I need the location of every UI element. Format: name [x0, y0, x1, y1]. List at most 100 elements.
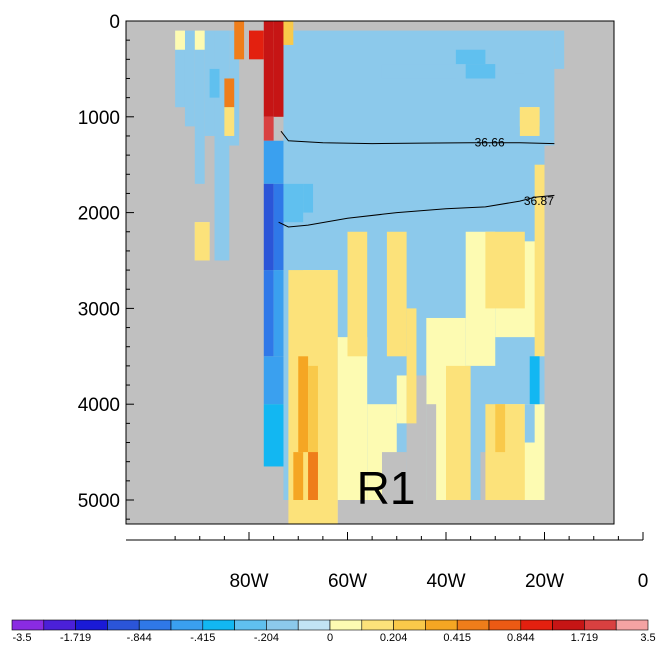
heatmap-cell	[308, 452, 318, 500]
heatmap-cell	[406, 308, 417, 424]
x-tick-label: 80W	[229, 571, 268, 592]
heatmap-cell	[534, 164, 545, 357]
plot-frame	[125, 20, 615, 525]
colorbar-swatch	[43, 619, 76, 631]
contour-line	[280, 130, 555, 145]
colorbar-swatch	[75, 619, 108, 631]
ocean-column	[554, 30, 565, 69]
ocean-column	[544, 30, 555, 146]
heatmap-cell	[263, 140, 284, 184]
heatmap-cell	[273, 21, 284, 117]
heatmap-cell	[293, 452, 304, 500]
heatmap-cell	[514, 59, 525, 74]
heatmap-cell	[308, 365, 318, 500]
plot-area: 36.66 36.87 R1	[126, 21, 614, 524]
heatmap-cell	[465, 64, 496, 79]
colorbar-swatch	[615, 619, 649, 631]
heatmap-cell	[446, 365, 471, 500]
colorbar-swatch	[456, 619, 490, 631]
heatmap-cell	[263, 21, 274, 117]
region-label: R1	[357, 462, 416, 514]
heatmap-cell	[386, 231, 407, 357]
x-tick-label: 40W	[426, 571, 465, 592]
contour-label: 36.87	[524, 194, 554, 208]
y-tick-label: 3000	[78, 299, 120, 320]
colorbar-swatch	[584, 619, 617, 631]
colorbar-label: 1.719	[571, 632, 599, 644]
colorbar-label: 0.844	[507, 632, 535, 644]
colorbar-swatch	[170, 619, 204, 631]
colorbar-swatch	[107, 619, 140, 631]
colorbar-label: -3.5	[13, 632, 32, 644]
colorbar-label: 0.415	[443, 632, 471, 644]
heatmap-cell	[263, 270, 274, 357]
heatmap-cell	[298, 356, 309, 453]
colorbar-swatch	[234, 619, 267, 631]
positive-anomaly-block	[337, 337, 368, 500]
heatmap-cell	[263, 116, 274, 141]
heatmap-cell	[495, 404, 506, 453]
heatmap-cell	[283, 183, 304, 223]
sea-floor	[564, 68, 584, 524]
heatmap-cell	[519, 107, 540, 136]
contour-line	[278, 194, 555, 228]
x-axis: 80W 60W 40W 20W 0	[126, 532, 648, 592]
y-tick-label: 1000	[78, 108, 120, 129]
heatmap-cell	[194, 222, 210, 261]
colorbar-swatch	[329, 619, 363, 631]
positive-anomaly-block	[194, 30, 205, 50]
colorbar-swatch	[488, 619, 522, 631]
colorbar-label: -.844	[127, 632, 152, 644]
heatmap-cell	[249, 30, 264, 60]
heatmap-cell	[224, 78, 235, 108]
colorbar-label: 0	[327, 632, 333, 644]
colorbar-swatch	[520, 619, 553, 631]
heatmap-cell	[283, 21, 294, 45]
heatmap-cell	[273, 270, 284, 357]
colorbar-label: -1.719	[60, 632, 91, 644]
colorbar-label: 0.204	[380, 632, 408, 644]
y-tick-label: 5000	[78, 491, 120, 512]
heatmap-cell	[263, 404, 284, 467]
contour-label: 36.66	[475, 136, 505, 150]
colorbar: -3.5 -1.719 -.844 -.415 -.204 0 0.204 0.415 0.84…	[11, 619, 656, 644]
heatmap-cell	[263, 356, 284, 405]
heatmap-cell	[224, 107, 235, 136]
heatmap-cell	[455, 49, 486, 65]
sea-floor	[381, 452, 407, 500]
heatmap-cell	[347, 231, 368, 357]
heatmap-cell	[529, 356, 540, 405]
heatmap-cell	[273, 183, 284, 271]
y-tick-label: 0	[109, 12, 120, 33]
heatmap-cell	[234, 21, 245, 60]
heatmap-cells	[194, 21, 545, 524]
sea-floor	[544, 145, 565, 524]
heatmap-cell	[381, 64, 456, 79]
y-tick-label: 4000	[78, 395, 120, 416]
colorbar-swatch	[425, 619, 458, 631]
colorbar-swatch	[138, 619, 172, 631]
heatmap-cell	[524, 404, 535, 443]
sea-floor	[426, 404, 437, 500]
colorbar-swatch	[11, 619, 45, 631]
colorbar-label: -.204	[254, 632, 279, 644]
colorbar-swatch	[202, 619, 235, 631]
x-tick-label: 60W	[328, 571, 367, 592]
colorbar-label: -.415	[190, 632, 215, 644]
contour-lines: 36.66 36.87	[278, 130, 555, 228]
heatmap-cell	[263, 183, 274, 271]
colorbar-swatch	[297, 619, 331, 631]
colorbar-swatch	[552, 619, 585, 631]
colorbar-swatch	[393, 619, 426, 631]
y-axis: 0 1000 2000 3000 4000 5000	[78, 12, 134, 520]
ocean-column	[184, 30, 195, 127]
y-tick-label: 2000	[78, 204, 120, 225]
positive-anomaly-block	[175, 30, 185, 50]
ocean-column	[214, 30, 230, 261]
x-tick-label: 20W	[525, 571, 564, 592]
colorbar-swatch	[361, 619, 394, 631]
heatmap-cell	[303, 183, 314, 213]
ocean-column	[194, 30, 205, 184]
x-tick-label: 0	[638, 571, 649, 592]
